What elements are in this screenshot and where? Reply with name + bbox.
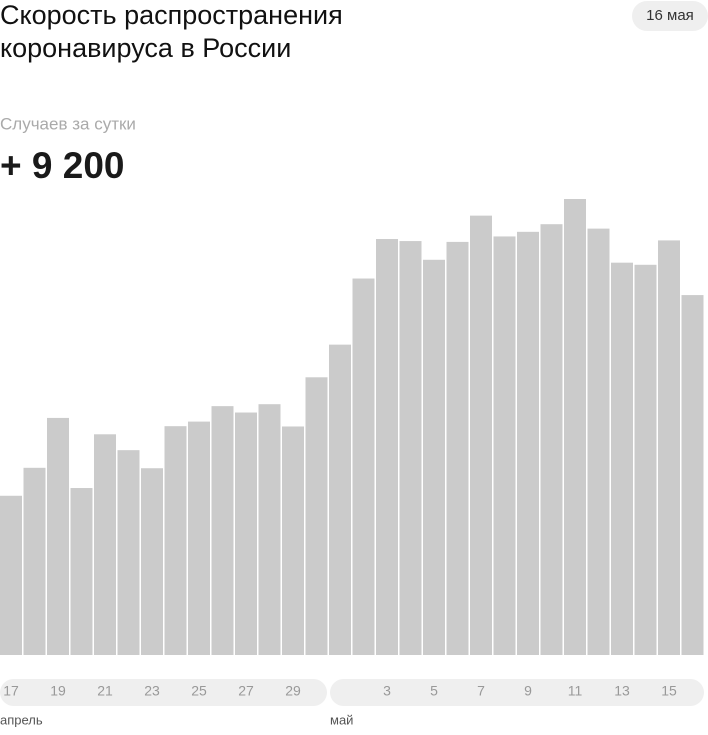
bar xyxy=(23,467,46,655)
bar xyxy=(117,450,140,655)
x-tick-label: 21 xyxy=(97,683,113,699)
x-tick-label: 9 xyxy=(524,683,532,699)
x-tick-label: 25 xyxy=(191,683,207,699)
bar xyxy=(564,199,586,655)
bar xyxy=(164,426,187,655)
date-badge-bg xyxy=(632,1,708,31)
bar xyxy=(305,377,328,655)
x-tick-label: 27 xyxy=(238,683,254,699)
headline-value: + 9 200 xyxy=(0,145,124,186)
bar xyxy=(399,241,422,655)
x-tick-label: 7 xyxy=(477,683,485,699)
x-tick-label: 23 xyxy=(144,683,160,699)
bar xyxy=(188,421,210,655)
bar xyxy=(352,278,375,655)
bar xyxy=(634,264,657,655)
x-tick-label: 13 xyxy=(614,683,630,699)
bar xyxy=(235,412,257,655)
bar xyxy=(0,495,22,655)
bar xyxy=(587,228,610,655)
bar xyxy=(423,259,445,655)
bar xyxy=(493,236,516,655)
subtitle: Случаев за сутки xyxy=(0,114,136,133)
x-tick-label: 17 xyxy=(3,683,19,699)
bar xyxy=(282,426,304,655)
bar xyxy=(658,240,680,655)
bar xyxy=(376,239,398,655)
bar xyxy=(446,241,469,655)
bar xyxy=(258,404,281,655)
chart-title-line: коронавируса в России xyxy=(0,33,291,63)
month-label: май xyxy=(330,712,353,727)
date-badge: 16 мая xyxy=(646,7,694,24)
bar xyxy=(70,488,93,655)
x-tick-label: 15 xyxy=(661,683,677,699)
bar xyxy=(681,295,704,655)
bar xyxy=(141,468,163,655)
bar xyxy=(540,224,563,656)
axis-band xyxy=(330,679,704,706)
x-tick-label: 3 xyxy=(383,683,391,699)
x-tick-label: 19 xyxy=(50,683,66,699)
chart-title-line: Скорость распространения xyxy=(0,0,343,30)
bar xyxy=(517,231,539,655)
month-label: апрель xyxy=(0,712,43,727)
axis-band xyxy=(0,679,327,706)
x-tick-label: 29 xyxy=(285,683,301,699)
x-tick-label: 11 xyxy=(568,683,583,699)
bar xyxy=(94,434,116,655)
x-tick-label: 5 xyxy=(430,683,438,699)
bar xyxy=(329,344,351,655)
bar xyxy=(47,417,69,655)
bar xyxy=(211,406,234,655)
bar xyxy=(470,215,492,655)
bar xyxy=(611,262,633,655)
